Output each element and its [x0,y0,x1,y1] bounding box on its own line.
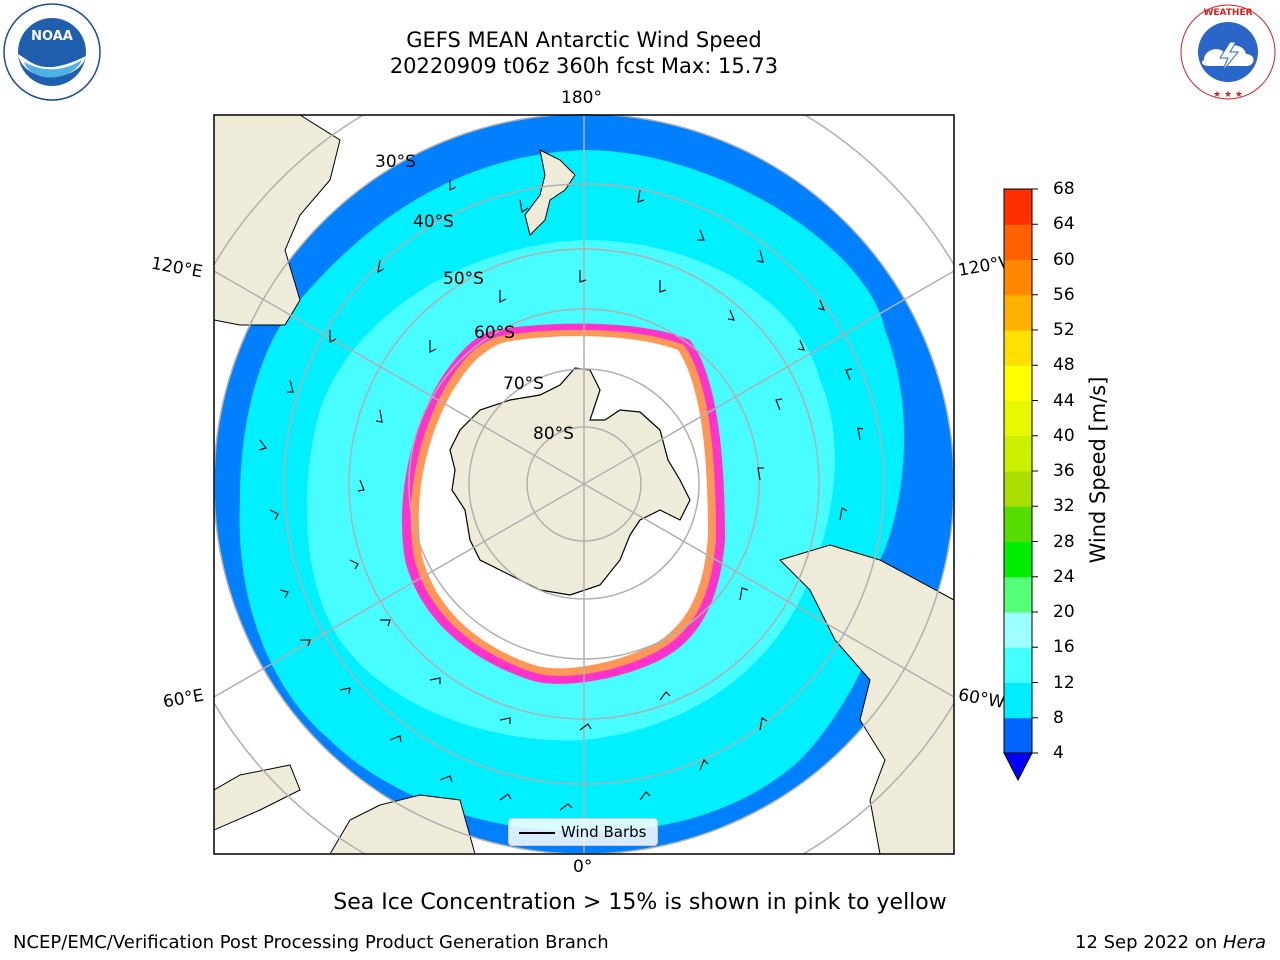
noaa-logo-icon: NOAA [3,3,101,101]
colorbar-tick-label: 8 [1053,707,1064,728]
lat-label-80s: 80°S [533,424,574,444]
colorbar-tick-label: 4 [1053,743,1064,763]
colorbar-tick-label: 28 [1053,531,1075,552]
lat-label-40s: 40°S [413,212,454,232]
colorbar-label: Wind Speed [m/s] [1086,376,1110,564]
colorbar-tick-label: 16 [1053,637,1075,658]
colorbar-segment [1004,682,1032,719]
colorbar-tick-label: 52 [1053,320,1075,340]
date-value: 12 Sep 2022 on [1075,932,1223,953]
credit-text: NCEP/EMC/Verification Post Processing Pr… [13,932,609,953]
colorbar-extend-triangle [1003,752,1033,782]
map-frame [213,114,955,855]
antarctica [449,367,691,596]
colorbar-tick-label: 48 [1053,355,1075,376]
wind-barb-line-icon [519,832,555,834]
svg-text:WEATHER: WEATHER [1203,8,1252,18]
colorbar-tick-label: 60 [1053,249,1075,270]
colorbar-segment [1004,294,1032,331]
svg-text:NOAA: NOAA [31,29,73,44]
colorbar-tick-label: 12 [1053,672,1075,693]
chart-subtitle: 20220909 t06z 360h fcst Max: 15.73 [389,54,779,78]
colorbar-segment [1004,647,1032,683]
colorbar-segment [1004,435,1032,472]
colorbar-segment [1004,400,1032,437]
machine-name: Hera [1222,932,1266,953]
legend-label: Wind Barbs [561,823,647,841]
colorbar-segment [1004,330,1032,366]
colorbar-segment [1004,224,1032,260]
colorbar-tick-label: 40 [1053,425,1075,446]
colorbar-tick-label: 36 [1053,461,1075,481]
colorbar-segment [1004,576,1032,613]
chart-title: GEFS MEAN Antarctic Wind Speed [406,28,762,52]
colorbar-segment [1004,365,1032,401]
colorbar-segment [1004,189,1032,225]
colorbar-tick-label: 32 [1053,496,1075,517]
nws-logo-icon: WEATHER ★ ★ ★ [1180,4,1276,100]
lon-label-bottom: 0° [573,857,593,877]
colorbar-tick-label: 56 [1053,284,1075,305]
map-legend: Wind Barbs [508,818,658,846]
colorbar-tick-label: 20 [1053,602,1075,622]
lon-label-top: 180° [561,88,602,108]
lat-label-70s: 70°S [503,374,544,394]
sea-ice-note: Sea Ice Concentration > 15% is shown in … [333,890,947,915]
date-text: 12 Sep 2022 on Hera [1075,932,1266,953]
lat-label-30s: 30°S [375,152,416,172]
colorbar-segment [1004,717,1032,754]
colorbar [1003,188,1038,782]
colorbar-segment [1004,471,1032,507]
colorbar-tick-label: 24 [1053,566,1075,587]
lat-label-60s: 60°S [474,323,515,343]
colorbar-segment [1004,541,1032,578]
colorbar-tick-label: 44 [1053,390,1075,411]
colorbar-segment [1004,612,1032,648]
colorbar-tick-label: 68 [1053,179,1075,199]
wind-barbs [258,180,864,811]
colorbar-tick-label: 64 [1053,214,1075,235]
colorbar-segment [1004,259,1032,296]
colorbar-segment [1004,506,1032,542]
svg-text:★ ★ ★: ★ ★ ★ [1213,90,1243,100]
lat-label-50s: 50°S [443,269,484,289]
map-grid [214,115,954,854]
